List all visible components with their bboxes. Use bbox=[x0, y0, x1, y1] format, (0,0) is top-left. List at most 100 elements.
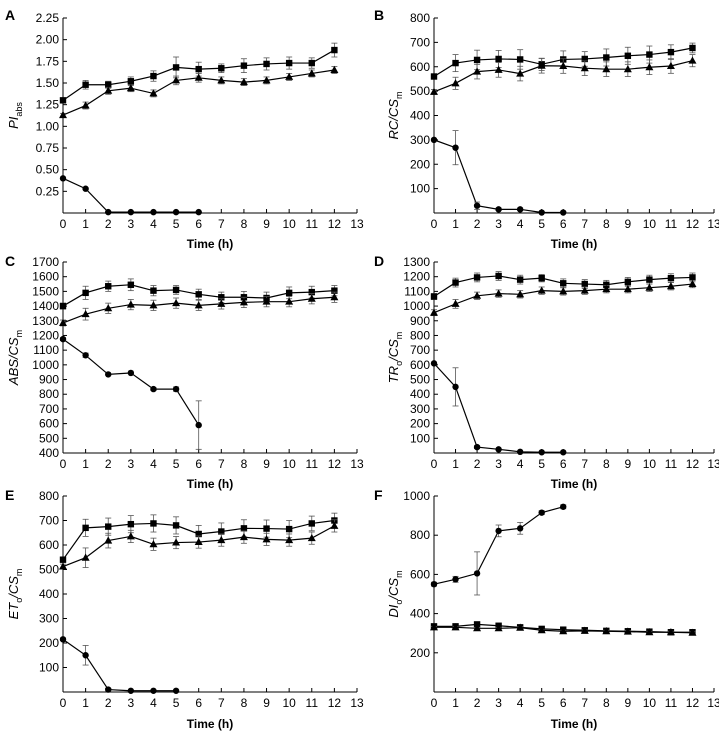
x-tick-label: 6 bbox=[195, 457, 202, 471]
chart-panel-c: C0 1 2 3 4 5 6 7 8 9 10 11 12 13400500600700800900100… bbox=[5, 253, 364, 491]
data-point-triangle bbox=[473, 291, 482, 299]
series-line bbox=[62, 638, 177, 692]
series-circle bbox=[430, 130, 567, 216]
y-tick-label: 300 bbox=[39, 612, 59, 626]
x-tick-label: 3 bbox=[495, 217, 502, 231]
data-point-square bbox=[105, 283, 112, 290]
data-point-circle bbox=[105, 371, 112, 378]
data-point-square bbox=[452, 279, 459, 286]
data-point-circle bbox=[59, 175, 67, 182]
data-point-circle bbox=[473, 202, 481, 209]
x-tick-label: 9 bbox=[263, 696, 270, 710]
x-tick-label: 11 bbox=[306, 696, 319, 710]
y-tick-label: 0.50 bbox=[36, 163, 60, 177]
data-point-circle bbox=[516, 525, 524, 532]
series-circle bbox=[430, 503, 567, 596]
series-triangle bbox=[59, 291, 339, 327]
data-point-circle bbox=[538, 509, 545, 516]
data-point-triangle bbox=[81, 309, 90, 318]
y-tick-label: 1500 bbox=[32, 284, 59, 298]
data-point-circle bbox=[82, 352, 89, 359]
y-tick-label: 800 bbox=[410, 528, 430, 542]
y-tick-label: 1600 bbox=[32, 270, 59, 284]
data-point-square bbox=[127, 78, 135, 85]
series-square bbox=[430, 42, 696, 80]
data-point-square bbox=[285, 59, 293, 67]
data-point-square bbox=[172, 64, 180, 71]
x-tick-label: 5 bbox=[173, 457, 180, 471]
series-square bbox=[430, 271, 696, 300]
y-tick-label: 1000 bbox=[403, 299, 430, 313]
y-tick-label: 1300 bbox=[403, 255, 430, 269]
x-tick-label: 2 bbox=[474, 217, 481, 231]
data-point-circle bbox=[452, 144, 459, 151]
panel-letter: A bbox=[5, 7, 15, 23]
data-point-circle bbox=[59, 335, 67, 343]
data-point-triangle bbox=[330, 521, 339, 529]
data-point-triangle bbox=[430, 308, 438, 316]
data-point-square bbox=[516, 56, 524, 63]
y-tick-label: 2.00 bbox=[36, 33, 60, 47]
data-point-square bbox=[59, 302, 67, 310]
x-tick-label: 1 bbox=[82, 457, 89, 471]
data-point-square bbox=[127, 281, 135, 288]
data-point-circle bbox=[495, 527, 502, 535]
data-point-circle bbox=[516, 206, 524, 213]
data-point-square bbox=[331, 287, 338, 294]
data-point-square bbox=[538, 274, 545, 282]
data-point-square bbox=[430, 293, 438, 300]
data-point-square bbox=[430, 73, 438, 80]
data-point-square bbox=[150, 72, 157, 80]
data-point-triangle bbox=[602, 284, 611, 293]
y-tick-label: 900 bbox=[410, 314, 430, 328]
data-point-square bbox=[82, 81, 89, 88]
panel-letter: F bbox=[374, 487, 383, 503]
data-point-square bbox=[667, 48, 675, 56]
data-point-square bbox=[689, 44, 696, 52]
x-tick-label: 1 bbox=[82, 217, 89, 231]
data-point-square bbox=[59, 97, 67, 104]
data-point-triangle bbox=[217, 535, 226, 544]
data-point-triangle bbox=[104, 304, 113, 312]
data-point-triangle bbox=[666, 282, 675, 290]
data-point-triangle bbox=[516, 290, 525, 298]
x-tick-label: 1 bbox=[452, 457, 459, 471]
x-tick-label: 0 bbox=[60, 217, 67, 231]
data-point-square bbox=[285, 525, 293, 533]
y-tick-label: 800 bbox=[410, 11, 430, 25]
series-triangle bbox=[59, 519, 339, 570]
data-point-circle bbox=[430, 136, 438, 144]
data-point-triangle bbox=[172, 298, 181, 307]
y-tick-label: 1100 bbox=[33, 343, 59, 357]
x-tick-label: 0 bbox=[431, 696, 438, 710]
series-circle bbox=[430, 360, 567, 456]
data-point-square bbox=[240, 525, 248, 532]
data-point-circle bbox=[150, 385, 157, 393]
data-point-square bbox=[646, 276, 653, 283]
y-tick-label: 0.25 bbox=[36, 184, 60, 198]
data-point-triangle bbox=[217, 299, 226, 307]
data-point-circle bbox=[195, 421, 202, 429]
data-point-square bbox=[689, 274, 696, 281]
data-point-triangle bbox=[285, 297, 294, 305]
data-point-triangle bbox=[623, 64, 632, 73]
y-axis-title: PIabs bbox=[6, 102, 24, 129]
data-point-circle bbox=[560, 503, 567, 510]
x-tick-label: 5 bbox=[538, 457, 545, 471]
data-point-triangle bbox=[516, 69, 525, 77]
y-tick-label: 1300 bbox=[32, 314, 59, 328]
x-tick-label: 10 bbox=[282, 217, 296, 231]
data-point-circle bbox=[495, 446, 502, 453]
data-point-circle bbox=[495, 206, 502, 213]
data-point-triangle bbox=[307, 294, 316, 302]
x-tick-label: 8 bbox=[241, 696, 248, 710]
data-point-square bbox=[495, 272, 502, 280]
data-point-square bbox=[624, 52, 632, 59]
series-circle bbox=[59, 175, 202, 216]
data-point-triangle bbox=[645, 283, 654, 291]
data-point-triangle bbox=[262, 535, 271, 543]
y-tick-label: 900 bbox=[39, 373, 59, 387]
data-point-triangle bbox=[494, 65, 503, 73]
panel-letter: C bbox=[5, 253, 15, 269]
